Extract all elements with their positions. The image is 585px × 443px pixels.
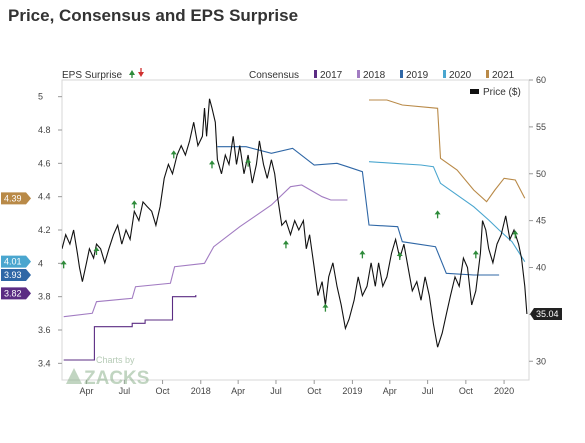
legend-label-2019: 2019: [406, 70, 429, 81]
price-legend: Price ($): [470, 87, 521, 98]
badges-layer: 4.39 4.01 3.93 3.82 35.04: [1, 192, 562, 320]
eps-surprise-marker: [359, 250, 366, 259]
price-legend-swatch: [470, 89, 479, 94]
eps-surprise-legend-label: EPS Surprise: [62, 70, 122, 81]
current-price-badge: 35.04: [530, 308, 562, 320]
left-axis-tick-label: 4.6: [38, 158, 51, 168]
consensus-line-2021: [369, 99, 526, 203]
watermark-charts-by: Charts by: [96, 355, 135, 365]
zacks-watermark: Charts by ZACKS: [66, 355, 149, 389]
legend-label-2017: 2017: [320, 70, 343, 81]
legend-label-2021: 2021: [492, 70, 515, 81]
page-title: Price, Consensus and EPS Surprise: [8, 6, 299, 25]
legend-label-2018: 2018: [363, 70, 386, 81]
consensus-line-2017: [63, 295, 197, 361]
x-axis-tick-label: Apr: [231, 386, 245, 396]
eps-surprise-marker: [208, 160, 215, 169]
x-axis-tick-label: Oct: [156, 386, 171, 396]
eps-surprise-marker: [434, 210, 441, 219]
legend-label-2020: 2020: [449, 70, 472, 81]
x-axis-tick-label: 2020: [494, 386, 514, 396]
x-axis-tick-label: Jul: [119, 386, 131, 396]
x-axis-tick-label: Oct: [459, 386, 474, 396]
x-axis-tick-label: Oct: [307, 386, 322, 396]
legend-swatch-2018: [357, 70, 360, 78]
eps-surprise-marker: [322, 303, 329, 312]
x-axis-tick-label: 2018: [191, 386, 211, 396]
eps-value-badge: 3.93: [1, 269, 31, 281]
eps-value-badge-label: 3.93: [4, 270, 22, 280]
x-axis-tick-label: Apr: [383, 386, 397, 396]
right-axis-tick-label: 45: [536, 216, 546, 226]
series-layer: [62, 98, 528, 361]
left-axis-tick-label: 5: [38, 92, 43, 102]
watermark-zacks: ZACKS: [84, 368, 149, 389]
eps-surprise-marker: [245, 158, 252, 167]
eps-value-badge: 3.82: [1, 287, 31, 300]
eps-value-badge-label: 3.82: [4, 288, 22, 298]
eps-surprise-marker: [282, 240, 289, 249]
x-axis-tick-label: 2019: [342, 386, 362, 396]
eps-surprise-marker: [93, 247, 100, 255]
surprise-up-arrow-icon: [129, 70, 135, 75]
x-axis-tick-label: Jul: [270, 386, 282, 396]
right-axis-tick-label: 50: [536, 169, 546, 179]
price-legend-label: Price ($): [483, 87, 521, 98]
surprise-down-arrow-icon: [138, 72, 144, 77]
left-axis-tick-label: 4.2: [38, 225, 51, 235]
right-axis-tick-label: 30: [536, 356, 546, 366]
left-axis-tick-label: 3.4: [38, 358, 51, 368]
consensus-line-2018: [63, 184, 348, 318]
consensus-legend-label: Consensus: [249, 70, 299, 81]
price-line: [62, 98, 528, 348]
eps-surprise-legend: EPS Surprise: [62, 68, 144, 81]
eps-value-badge: 4.39: [1, 192, 31, 205]
left-axis-tick-label: 4.4: [38, 192, 51, 202]
left-axis-tick-label: 3.8: [38, 292, 51, 302]
eps-surprise-marker: [472, 250, 479, 259]
right-axis-tick-label: 60: [536, 75, 546, 85]
legend-swatch-2020: [443, 70, 446, 78]
eps-surprise-marker: [131, 200, 138, 209]
right-axis-tick-label: 40: [536, 263, 546, 273]
right-axis-tick-label: 55: [536, 122, 546, 132]
consensus-line-2019: [217, 146, 500, 276]
left-axis-tick-label: 4: [38, 258, 43, 268]
x-axis-tick-label: Jul: [422, 386, 434, 396]
x-axis-tick-label: Apr: [80, 386, 94, 396]
legend-swatch-2017: [314, 70, 317, 78]
legend-layer: EPS Surprise Consensus 2017 2018 2019 2020 202…: [62, 68, 521, 98]
consensus-line-2020: [368, 161, 526, 262]
eps-surprise-marker: [60, 260, 67, 269]
eps-surprise-marker: [170, 150, 177, 159]
eps-value-badge: 4.01: [1, 255, 31, 268]
left-axis-tick-label: 4.8: [38, 125, 51, 135]
zacks-logo-icon: [66, 368, 82, 384]
eps-value-badge-label: 4.39: [4, 193, 22, 203]
consensus-legend: Consensus 2017 2018 2019 2020 2021: [249, 70, 515, 81]
markers-layer: [60, 150, 519, 312]
plot-area: [61, 79, 530, 381]
legend-swatch-2021: [486, 70, 489, 78]
eps-surprise-marker: [396, 252, 403, 260]
legend-swatch-2019: [400, 70, 403, 78]
left-axis-tick-label: 3.6: [38, 325, 51, 335]
axes-layer: 3.43.63.844.24.44.64.8530354045505560Apr…: [38, 75, 546, 396]
eps-surprise-marker: [512, 230, 519, 239]
current-price-label: 35.04: [536, 309, 559, 319]
eps-value-badge-label: 4.01: [4, 257, 22, 267]
